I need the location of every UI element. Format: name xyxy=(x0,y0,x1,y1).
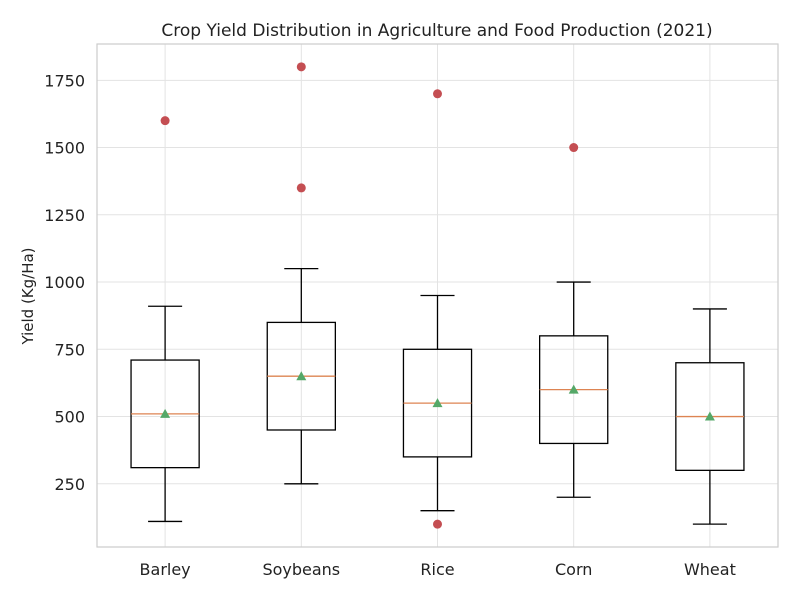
mean-marker xyxy=(160,408,171,418)
x-tick-label: Rice xyxy=(420,560,454,579)
y-tick-label: 1750 xyxy=(44,71,85,90)
y-tick-label: 1000 xyxy=(44,273,85,292)
mean-marker xyxy=(704,411,715,421)
mean-marker xyxy=(432,398,443,408)
mean-marker xyxy=(296,371,307,381)
y-axis-label: Yield (Kg/Ha) xyxy=(19,247,37,345)
outlier-point xyxy=(569,143,579,153)
box-group-soybeans xyxy=(266,62,336,485)
y-tick-label: 1250 xyxy=(44,206,85,225)
y-tick-label: 500 xyxy=(54,408,85,427)
x-tick-label: Soybeans xyxy=(262,560,340,579)
x-tick-label: Wheat xyxy=(684,560,736,579)
x-tick-label: Barley xyxy=(140,560,191,579)
y-tick-label: 1500 xyxy=(44,139,85,158)
y-tick-label: 250 xyxy=(54,475,85,494)
y-tick-label: 750 xyxy=(54,340,85,359)
box-group-rice xyxy=(402,89,473,529)
box-group-wheat xyxy=(675,308,745,525)
box-group-corn xyxy=(539,143,609,498)
outlier-point xyxy=(433,519,442,529)
chart-title: Crop Yield Distribution in Agriculture a… xyxy=(161,21,712,41)
outlier-point xyxy=(296,62,306,72)
box-group-barley xyxy=(130,116,200,523)
outlier-point xyxy=(433,89,442,99)
outlier-point xyxy=(296,183,306,193)
x-tick-label: Corn xyxy=(555,560,592,579)
plot-frame xyxy=(96,43,779,548)
outlier-point xyxy=(160,116,170,126)
mean-marker xyxy=(568,384,579,394)
boxes-layer xyxy=(130,62,745,529)
ticks-layer: 250 500 750 1000 1250 1500 1750 Barley Soybeans R… xyxy=(44,71,736,579)
